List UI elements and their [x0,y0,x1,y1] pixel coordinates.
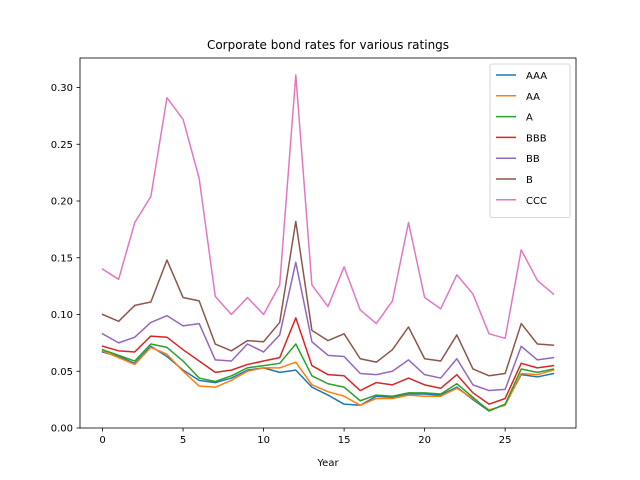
plot-area [79,57,577,429]
y-tick-label: 0.25 [51,140,73,151]
series-line-b [101,220,555,377]
legend-label-bbb: BBB [526,133,547,144]
series-line-bb [101,261,555,392]
axes-frame [79,57,577,429]
series-line-ccc [101,74,555,340]
x-tick-label: 20 [418,435,431,446]
x-tick-label: 5 [180,435,186,446]
y-tick-label: 0.10 [51,310,73,321]
series-line-a [101,343,555,412]
y-tick-label: 0.20 [51,197,73,208]
x-tick-label: 15 [338,435,351,446]
x-tick-label: 10 [257,435,270,446]
series-line-bbb [101,317,555,405]
legend-label-aaa: AAA [526,71,547,82]
legend-label-a: A [526,113,533,124]
chart-title: Corporate bond rates for various ratings [207,38,449,52]
legend-label-aa: AA [526,92,540,103]
legend-label-b: B [526,175,533,186]
x-axis-label: Year [316,458,339,469]
legend-label-ccc: CCC [526,196,547,207]
legend-label-bb: BB [526,154,540,165]
y-tick-label: 0.05 [51,367,73,378]
y-axis: 0.00 0.05 0.10 0.15 0.20 0.25 0.30 [51,83,80,435]
x-axis: 0 5 10 15 20 25 [99,428,512,446]
y-tick-label: 0.30 [51,83,73,94]
x-tick-label: 25 [499,435,512,446]
y-tick-label: 0.15 [51,253,73,264]
y-tick-label: 0.00 [51,424,73,435]
x-tick-label: 0 [99,435,105,446]
